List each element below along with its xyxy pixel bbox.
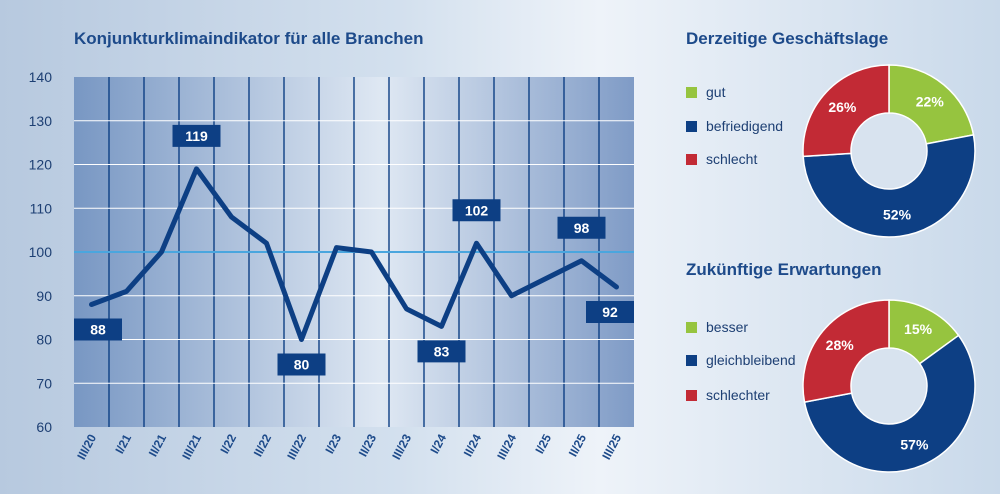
data-label: 119 (185, 128, 208, 144)
legend-label-gleichbleibend: gleichbleibend (706, 352, 796, 368)
pie1-label-gut: 22% (916, 94, 945, 110)
x-tick-label: I/24 (427, 432, 449, 457)
data-label-box (277, 353, 326, 376)
pie2-hole (852, 349, 926, 423)
x-tick-label: I/22 (217, 432, 239, 457)
x-tick-label: II/22 (251, 432, 274, 459)
pie2-slice-schlechter (802, 299, 890, 403)
legend-swatch-besser (686, 321, 697, 333)
pie2-label-besser: 15% (904, 321, 933, 337)
legend-label-schlecht: schlecht (706, 151, 758, 167)
legend-swatch-befriedigend (686, 120, 697, 132)
legend-item-besser: besser (686, 319, 748, 335)
y-tick-label: 100 (29, 244, 53, 260)
data-label: 102 (465, 202, 489, 218)
pie2-title: Zukünftige Erwartungen (686, 260, 882, 279)
data-label-box (417, 340, 466, 363)
x-tick-label: III/22 (284, 432, 309, 462)
y-tick-label: 80 (36, 332, 52, 348)
x-tick-label: III/21 (179, 432, 204, 462)
legend-swatch-gleichbleibend (686, 354, 697, 366)
data-label: 92 (602, 304, 618, 320)
y-tick-label: 120 (29, 157, 53, 173)
pie1-slice-gut (888, 64, 975, 145)
pie-chart-expectations: 15% 57% 28% (802, 299, 976, 473)
legend-label-gut: gut (706, 84, 726, 100)
data-label-box (586, 301, 634, 323)
data-label-box (172, 124, 221, 147)
line-chart-title: Konjunkturklimaindikator für alle Branch… (74, 29, 424, 48)
pie2-label-schlechter: 28% (826, 337, 855, 353)
x-tick-label: I/25 (532, 432, 554, 457)
x-tick-label: III/24 (494, 432, 519, 462)
data-label-box (452, 199, 501, 222)
data-label: 80 (294, 357, 310, 373)
y-tick-label: 130 (29, 113, 53, 129)
legend-item-schlecht: schlecht (686, 151, 757, 167)
line-chart: 140 130 120 110 100 90 80 70 60 III/20 I/21 II/21 I… (29, 69, 634, 462)
pie1-label-befriedigend: 52% (883, 206, 912, 222)
legend-item-gut: gut (686, 84, 725, 100)
y-tick-label: 90 (36, 288, 52, 304)
x-tick-label: I/21 (112, 432, 134, 457)
x-tick-label: III/20 (74, 432, 99, 462)
x-tick-label: II/21 (146, 432, 169, 459)
pie2-label-gleichbleibend: 57% (900, 437, 929, 453)
series-line (89, 166, 619, 342)
pie-chart-current: 22% 52% 26% (802, 64, 976, 238)
pie1-label-schlecht: 26% (828, 99, 857, 115)
legend-item-befriedigend: befriedigend (686, 118, 783, 134)
pie2-slice-gleichbleibend (803, 334, 976, 473)
pie1-slice-schlecht (802, 64, 890, 158)
legend-swatch-schlecht (686, 153, 697, 165)
data-label-box (74, 318, 122, 341)
legend-label-besser: besser (706, 319, 749, 335)
data-label-box (557, 216, 606, 239)
data-label: 83 (434, 343, 450, 359)
legend-swatch-gut (686, 86, 697, 98)
data-label: 88 (90, 322, 106, 338)
pie1-title: Derzeitige Geschäftslage (686, 29, 889, 48)
pie1-hole (852, 114, 926, 188)
legend-item-schlechter: schlechter (686, 387, 770, 403)
y-tick-label: 60 (36, 419, 52, 435)
data-label: 98 (574, 220, 590, 236)
pie1-slice-befriedigend (802, 134, 976, 238)
x-tick-label: II/24 (461, 432, 484, 459)
y-tick-label: 140 (29, 69, 53, 85)
x-tick-label: III/23 (389, 432, 414, 462)
legend-item-gleichbleibend: gleichbleibend (686, 352, 796, 368)
x-tick-label: I/23 (322, 432, 344, 457)
x-tick-label: III/25 (599, 432, 624, 462)
legend-swatch-schlechter (686, 389, 697, 401)
x-tick-label: II/25 (566, 432, 589, 459)
y-tick-label: 110 (30, 200, 53, 216)
y-tick-label: 70 (36, 375, 52, 391)
legend-label-befriedigend: befriedigend (706, 118, 784, 134)
legend-label-schlechter: schlechter (706, 387, 770, 403)
x-tick-label: II/23 (356, 432, 379, 459)
